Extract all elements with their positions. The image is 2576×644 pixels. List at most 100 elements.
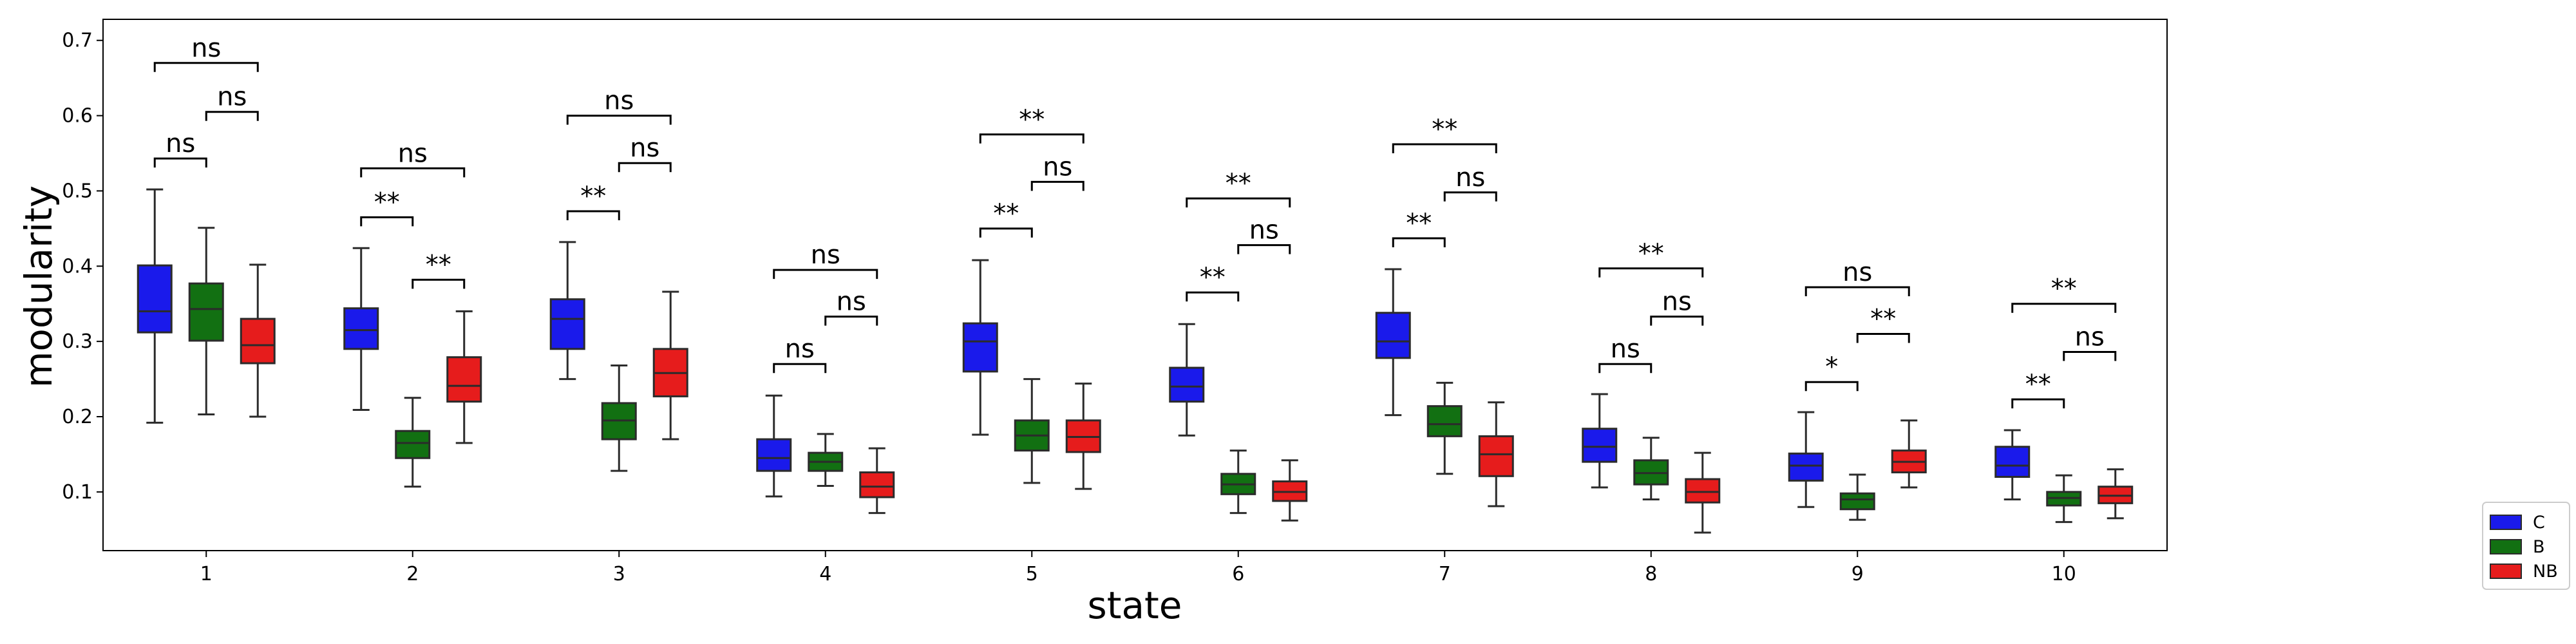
y-tick-label: 0.1 xyxy=(62,481,93,504)
x-tick-label: 6 xyxy=(1232,563,1244,585)
x-tick-label: 1 xyxy=(200,563,213,585)
y-tick-label: 0.5 xyxy=(62,180,93,202)
y-tick-label: 0.4 xyxy=(62,255,93,278)
legend-label-C: C xyxy=(2533,513,2545,533)
x-tick-label: 9 xyxy=(1852,563,1864,585)
legend-swatch-C xyxy=(2490,515,2522,530)
box-body xyxy=(962,322,998,373)
box-body xyxy=(1426,405,1463,437)
bracket-line xyxy=(360,216,414,227)
significance-bracket: ** xyxy=(1186,169,1291,208)
significance-label: ** xyxy=(993,199,1019,229)
box-C-2 xyxy=(343,247,379,411)
box-C-5 xyxy=(962,259,998,436)
significance-bracket: ns xyxy=(153,129,207,168)
bracket-line xyxy=(1650,316,1704,326)
bracket-line xyxy=(1598,363,1653,374)
box-NB-2 xyxy=(446,310,482,444)
bracket-line xyxy=(2011,303,2117,313)
box-C-3 xyxy=(549,241,585,381)
significance-label: ns xyxy=(785,334,815,364)
significance-label: ns xyxy=(1043,152,1072,182)
bracket-line xyxy=(773,363,827,374)
significance-bracket: ns xyxy=(1030,152,1084,191)
x-tick-label: 7 xyxy=(1439,563,1451,585)
legend-label-B: B xyxy=(2533,537,2545,557)
y-tick-label: 0.7 xyxy=(62,30,93,52)
bracket-line xyxy=(1856,332,1910,343)
significance-label: ns xyxy=(1662,287,1692,317)
significance-label: ** xyxy=(580,182,606,211)
significance-label: ns xyxy=(166,129,195,158)
significance-label: ns xyxy=(837,287,866,317)
bracket-line xyxy=(1030,180,1084,191)
box-B-10 xyxy=(2046,474,2082,524)
box-body xyxy=(756,438,792,472)
bracket-line xyxy=(1392,237,1446,248)
significance-label: ns xyxy=(1842,258,1872,287)
bracket-line xyxy=(412,278,466,289)
significance-annotations: nsnsns****ns**nsnsnsnsns**ns****ns****ns… xyxy=(153,33,2117,409)
bracket-line xyxy=(1804,381,1859,392)
box-NB-4 xyxy=(859,447,895,515)
box-body xyxy=(1788,452,1824,482)
significance-label: ns xyxy=(191,33,221,63)
box-body xyxy=(1375,312,1411,359)
significance-bracket: ** xyxy=(412,250,466,289)
box-C-9 xyxy=(1788,411,1824,508)
significance-label: ** xyxy=(1200,263,1226,292)
box-NB-1 xyxy=(240,263,276,418)
legend-swatch-NB xyxy=(2490,564,2522,579)
box-C-4 xyxy=(756,394,792,498)
box-body xyxy=(343,307,379,350)
box-B-3 xyxy=(601,365,637,472)
significance-label: ** xyxy=(1638,239,1664,269)
bracket-line xyxy=(1392,143,1497,153)
x-tick-label: 4 xyxy=(819,563,831,585)
y-axis-label: modularity xyxy=(17,185,61,388)
bracket-line xyxy=(2011,398,2065,409)
significance-bracket: ** xyxy=(2011,370,2065,409)
significance-bracket: * xyxy=(1804,352,1859,392)
legend: CB NB xyxy=(2482,502,2570,590)
significance-label: ** xyxy=(426,250,451,279)
legend-swatch-B xyxy=(2490,539,2522,554)
box-body xyxy=(1839,492,1875,511)
significance-label: ns xyxy=(811,240,840,270)
bracket-line xyxy=(979,227,1033,238)
significance-label: ns xyxy=(1249,216,1279,245)
box-body xyxy=(446,356,482,403)
bracket-line xyxy=(566,210,620,220)
bracket-line xyxy=(773,269,878,279)
significance-label: ns xyxy=(604,86,634,116)
box-body xyxy=(395,430,431,459)
box-NB-7 xyxy=(1478,401,1514,507)
box-C-6 xyxy=(1169,323,1205,437)
significance-label: ** xyxy=(1870,304,1896,334)
significance-label: ns xyxy=(630,133,659,163)
significance-bracket: ns xyxy=(1598,334,1653,374)
significance-label: ns xyxy=(217,82,247,112)
significance-bracket: ** xyxy=(979,105,1084,144)
significance-bracket: ns xyxy=(205,82,259,121)
significance-bracket: ns xyxy=(1650,287,1704,326)
significance-label: ns xyxy=(2075,323,2105,352)
y-tick-label: 0.2 xyxy=(62,406,93,428)
bracket-line xyxy=(1598,267,1704,278)
significance-bracket: ns xyxy=(1443,163,1497,202)
box-B-2 xyxy=(395,397,431,488)
significance-label: ns xyxy=(1455,163,1485,193)
box-NB-10 xyxy=(2098,468,2134,520)
bracket-line xyxy=(153,62,259,72)
plot-frame xyxy=(102,19,2168,551)
box-NB-9 xyxy=(1891,419,1927,489)
box-body xyxy=(137,264,173,334)
significance-bracket: ns xyxy=(773,334,827,374)
bracket-line xyxy=(979,133,1084,144)
box-body xyxy=(240,317,276,365)
box-body xyxy=(1478,435,1514,477)
significance-bracket: ns xyxy=(153,33,259,72)
significance-bracket: ** xyxy=(1392,209,1446,248)
significance-label: ns xyxy=(398,138,428,168)
box-body xyxy=(859,471,895,498)
